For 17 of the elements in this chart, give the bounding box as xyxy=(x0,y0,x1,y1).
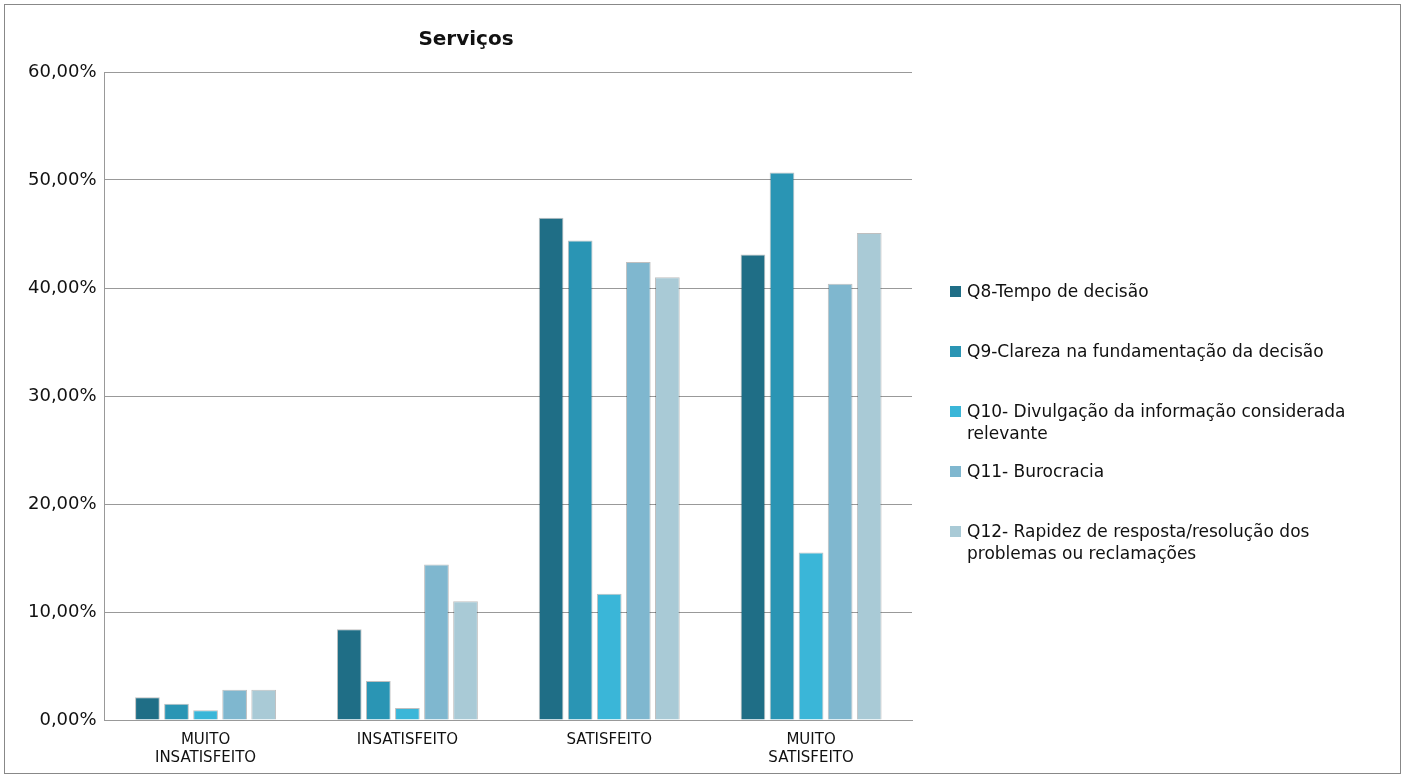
y-tick-label: 40,00% xyxy=(27,275,97,297)
y-tick-label: 20,00% xyxy=(27,491,97,513)
x-tick-label: MUITO SATISFEITO xyxy=(768,729,854,766)
legend-label: Q11- Burocracia xyxy=(967,460,1105,482)
y-tick-label: 0,00% xyxy=(39,707,97,729)
legend-label: Q10- Divulgação da informação considerada relevante xyxy=(967,400,1347,444)
y-tick-label: 50,00% xyxy=(27,167,97,189)
x-tick-label: SATISFEITO xyxy=(566,729,652,748)
y-tick-label: 10,00% xyxy=(27,599,97,621)
x-tick-label: INSATISFEITO xyxy=(356,729,458,748)
x-tick-label: MUITO INSATISFEITO xyxy=(154,729,257,766)
legend-label: Q8-Tempo de decisão xyxy=(967,280,1149,302)
legend-label: Q12- Rapidez de resposta/resolução dos problemas ou reclamações xyxy=(967,520,1311,564)
chart-title: Serviços xyxy=(418,26,514,51)
legend-label: Q9-Clareza na fundamentação da decisão xyxy=(967,340,1324,362)
y-tick-label: 30,00% xyxy=(27,383,97,405)
y-tick-label: 60,00% xyxy=(27,59,97,81)
